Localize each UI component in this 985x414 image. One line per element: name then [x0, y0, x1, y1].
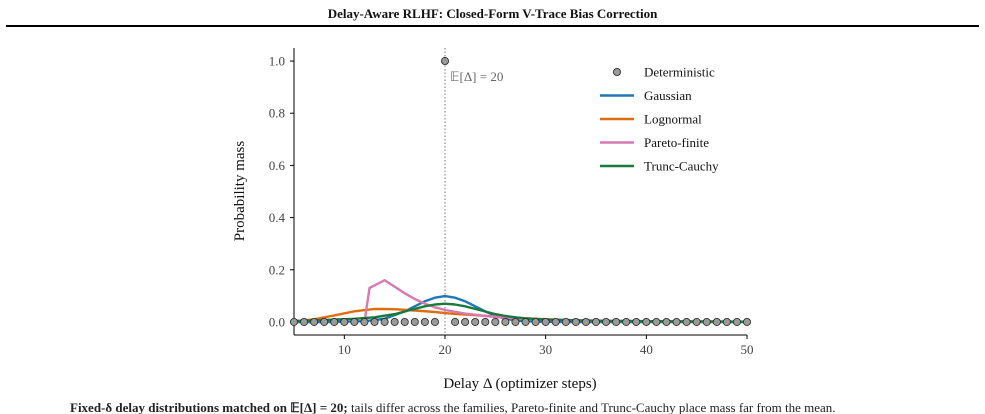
chart-legend: Deterministic Gaussian Lognormal Pareto-fin… — [600, 65, 719, 174]
deterministic-point — [380, 317, 389, 326]
probability-mass-chart: 10 20 30 40 50 0.0 0.2 0.4 0.6 0.8 1.0 𝔼[Δ] = 20 D… — [232, 48, 754, 392]
y-tick-label: 0.4 — [269, 210, 286, 225]
y-tick-label: 0.6 — [269, 158, 286, 173]
series-line-pareto-finite — [363, 279, 748, 323]
deterministic-point — [310, 317, 319, 326]
deterministic-point — [521, 317, 530, 326]
deterministic-point — [491, 317, 500, 326]
deterministic-point — [471, 317, 480, 326]
y-tick-label: 0.0 — [269, 314, 285, 329]
figure-caption: Fixed-δ delay distributions matched on 𝔼… — [70, 400, 915, 414]
deterministic-point — [451, 317, 460, 326]
x-tick-label: 40 — [640, 342, 653, 357]
deterministic-point — [511, 317, 520, 326]
deterministic-point — [400, 317, 409, 326]
deterministic-point — [461, 317, 470, 326]
axis-ticks: 10 20 30 40 50 0.0 0.2 0.4 0.6 0.8 1.0 — [269, 54, 754, 357]
y-tick-label: 1.0 — [269, 54, 285, 69]
deterministic-point — [561, 317, 570, 326]
deterministic-point — [390, 317, 399, 326]
deterministic-point — [743, 317, 752, 326]
x-tick-label: 20 — [439, 342, 452, 357]
caption-lead: Fixed-δ delay distributions matched on 𝔼… — [70, 400, 348, 414]
x-tick-label: 30 — [539, 342, 552, 357]
y-tick-label: 0.8 — [269, 106, 285, 121]
deterministic-point — [672, 317, 681, 326]
deterministic-point — [410, 317, 419, 326]
deterministic-point — [722, 317, 731, 326]
deterministic-point — [551, 317, 560, 326]
legend-marker-deterministic — [613, 68, 622, 77]
deterministic-point — [430, 317, 439, 326]
deterministic-point — [340, 317, 349, 326]
x-tick-label: 10 — [338, 342, 351, 357]
legend-label-trunc-cauchy: Trunc-Cauchy — [644, 159, 719, 174]
deterministic-point — [531, 317, 540, 326]
caption-rest: tails differ across the families, Pareto… — [350, 400, 836, 414]
deterministic-point — [652, 317, 661, 326]
deterministic-point — [692, 317, 701, 326]
deterministic-point — [571, 317, 580, 326]
deterministic-point — [300, 317, 309, 326]
legend-label-gaussian: Gaussian — [644, 88, 692, 103]
series-line-gaussian — [294, 294, 747, 324]
deterministic-point — [642, 317, 651, 326]
deterministic-point — [682, 317, 691, 326]
paper-header: Delay-Aware RLHF: Closed-Form V-Trace Bi… — [0, 0, 985, 30]
deterministic-point — [712, 317, 721, 326]
y-tick-label: 0.2 — [269, 262, 285, 277]
deterministic-point — [330, 317, 339, 326]
deterministic-point — [360, 317, 369, 326]
deterministic-point — [320, 317, 329, 326]
legend-label-lognormal: Lognormal — [644, 112, 702, 127]
deterministic-point — [622, 317, 631, 326]
deterministic-point — [602, 317, 611, 326]
deterministic-point — [581, 317, 590, 326]
legend-label-deterministic: Deterministic — [644, 65, 715, 80]
deterministic-point — [440, 57, 449, 66]
deterministic-point — [370, 317, 379, 326]
deterministic-point — [420, 317, 429, 326]
deterministic-point — [501, 317, 510, 326]
deterministic-point — [350, 317, 359, 326]
deterministic-point — [662, 317, 671, 326]
deterministic-point — [632, 317, 641, 326]
deterministic-point — [541, 317, 550, 326]
deterministic-point — [732, 317, 741, 326]
deterministic-point — [702, 317, 711, 326]
x-axis-label: Delay Δ (optimizer steps) — [443, 376, 596, 392]
deterministic-point — [592, 317, 601, 326]
deterministic-point — [612, 317, 621, 326]
deterministic-point — [481, 317, 490, 326]
paper-running-title: Delay-Aware RLHF: Closed-Form V-Trace Bi… — [327, 6, 658, 21]
header-rule — [6, 25, 979, 27]
annotation-label: 𝔼[Δ] = 20 — [450, 69, 503, 84]
deterministic-point — [289, 317, 298, 326]
y-axis-label: Probability mass — [232, 141, 248, 242]
legend-label-pareto-finite: Pareto-finite — [644, 135, 709, 150]
chart-marks — [289, 48, 752, 335]
axes — [293, 48, 747, 336]
x-tick-label: 50 — [741, 342, 754, 357]
